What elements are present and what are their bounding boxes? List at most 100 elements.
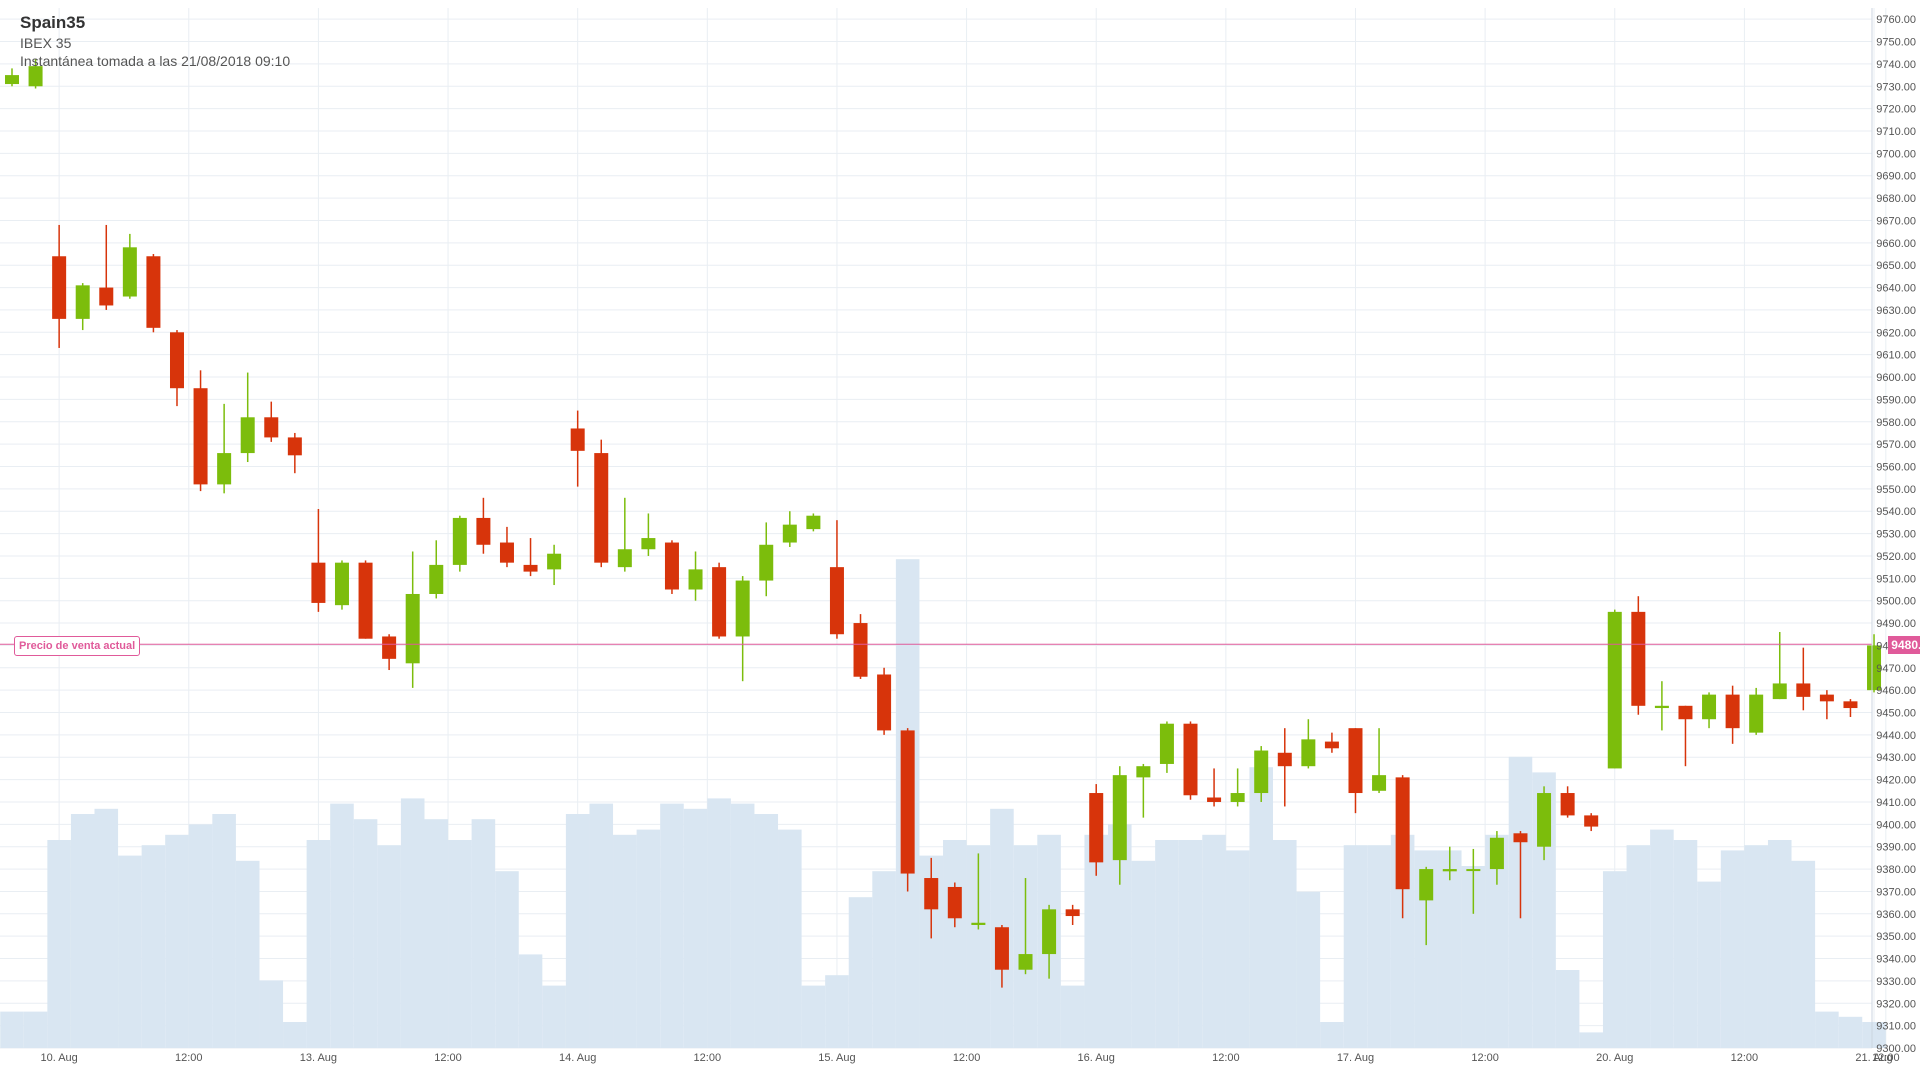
- candle-body: [759, 544, 774, 581]
- candle: [1112, 766, 1127, 885]
- y-tick-label: 9310.00: [1876, 1021, 1916, 1033]
- y-tick-label: 9620.00: [1876, 327, 1916, 339]
- candle: [782, 511, 797, 548]
- volume-bar: [966, 845, 991, 1048]
- x-tick-label: 10. Aug: [40, 1052, 77, 1064]
- volume-bar: [1178, 840, 1203, 1048]
- candle: [853, 614, 868, 679]
- x-tick-label: 15. Aug: [818, 1052, 855, 1064]
- volume-bar: [1461, 866, 1486, 1048]
- candle: [523, 538, 538, 577]
- volume-bar: [400, 798, 425, 1048]
- candle-body: [1513, 833, 1528, 843]
- volume-bar: [330, 803, 354, 1048]
- volume-bar: [660, 803, 684, 1048]
- candle-body: [1678, 705, 1693, 720]
- candle: [99, 224, 114, 310]
- volume-bar: [94, 808, 119, 1048]
- candle-body: [1018, 954, 1033, 970]
- candle: [311, 508, 326, 612]
- y-tick-label: 9750.00: [1876, 37, 1916, 49]
- y-tick-label: 9650.00: [1876, 260, 1916, 272]
- candle: [1254, 746, 1269, 802]
- snapshot-time: Instantánea tomada a las 21/08/2018 09:1…: [20, 53, 291, 69]
- candle-body: [1819, 694, 1834, 702]
- candle-body: [382, 636, 397, 659]
- candle-body: [28, 66, 43, 87]
- y-tick-label: 9640.00: [1876, 283, 1916, 295]
- candle: [287, 432, 302, 474]
- candle-body: [217, 453, 232, 485]
- volume-bar: [1673, 840, 1698, 1048]
- candle-body: [1301, 739, 1316, 767]
- candle-body: [1796, 683, 1811, 697]
- candle: [617, 497, 632, 572]
- volume-bar: [495, 871, 519, 1048]
- candle-body: [1560, 793, 1575, 816]
- candle: [1678, 705, 1693, 767]
- candle: [1489, 831, 1504, 885]
- y-tick-label: 9570.00: [1876, 439, 1916, 451]
- x-tick-label: 12:00: [694, 1052, 722, 1064]
- y-tick-label: 9740.00: [1876, 59, 1916, 71]
- volume-bar: [424, 819, 449, 1048]
- x-tick-label: 17. Aug: [1337, 1052, 1374, 1064]
- volume-bar: [1744, 845, 1768, 1048]
- candle: [1513, 831, 1528, 919]
- volume-bar: [165, 834, 189, 1048]
- candle-body: [1489, 837, 1504, 870]
- volume-bar: [1202, 834, 1226, 1048]
- candle-body: [1749, 694, 1764, 733]
- y-tick-label: 9530.00: [1876, 529, 1916, 541]
- candle-body: [617, 549, 632, 568]
- volume-bar: [542, 985, 566, 1048]
- volume-bar: [1249, 767, 1273, 1048]
- y-tick-label: 9600.00: [1876, 372, 1916, 384]
- candle: [688, 551, 703, 601]
- volume-bar: [70, 814, 95, 1048]
- volume-bar: [1862, 1022, 1886, 1048]
- candle: [193, 370, 208, 492]
- candle-body: [146, 256, 161, 328]
- y-tick-label: 9760.00: [1876, 14, 1916, 26]
- candle: [1183, 721, 1198, 800]
- candle: [382, 634, 397, 671]
- current-price-value: 9480.50: [1888, 636, 1920, 654]
- volume-bar: [825, 975, 849, 1048]
- volume-bar: [589, 803, 614, 1048]
- candle-body: [1419, 869, 1434, 901]
- candle: [1065, 904, 1080, 925]
- candle-body: [829, 567, 844, 635]
- y-tick-label: 9680.00: [1876, 193, 1916, 205]
- y-tick-label: 9330.00: [1876, 976, 1916, 988]
- y-tick-label: 9500.00: [1876, 596, 1916, 608]
- y-tick-label: 9690.00: [1876, 171, 1916, 183]
- candle-body: [900, 730, 915, 874]
- candle: [1230, 768, 1245, 807]
- candle-body: [735, 580, 750, 637]
- candle: [1018, 878, 1033, 975]
- x-tick-label: 13. Aug: [300, 1052, 337, 1064]
- volume-bar: [1650, 829, 1674, 1048]
- candles: [5, 59, 1882, 988]
- candle: [735, 576, 750, 682]
- y-tick-label: 9490.00: [1876, 618, 1916, 630]
- candle-body: [1207, 797, 1222, 802]
- candle: [1584, 813, 1599, 832]
- candle: [759, 522, 774, 597]
- candle-body: [1537, 793, 1552, 847]
- volume-bar: [1697, 881, 1721, 1048]
- chart-header: Spain35 IBEX 35 Instantánea tomada a las…: [20, 12, 290, 70]
- volume-bar: [872, 871, 896, 1048]
- candle-body: [594, 453, 609, 563]
- candle: [877, 667, 892, 735]
- volume-bar: [801, 985, 826, 1048]
- candle-body: [688, 569, 703, 590]
- candle: [806, 513, 821, 532]
- candle: [122, 233, 137, 299]
- candle: [217, 403, 232, 494]
- volume-bar: [518, 954, 543, 1048]
- volume-bar: [683, 808, 708, 1048]
- candle: [1631, 596, 1646, 715]
- volume-bar: [212, 814, 236, 1048]
